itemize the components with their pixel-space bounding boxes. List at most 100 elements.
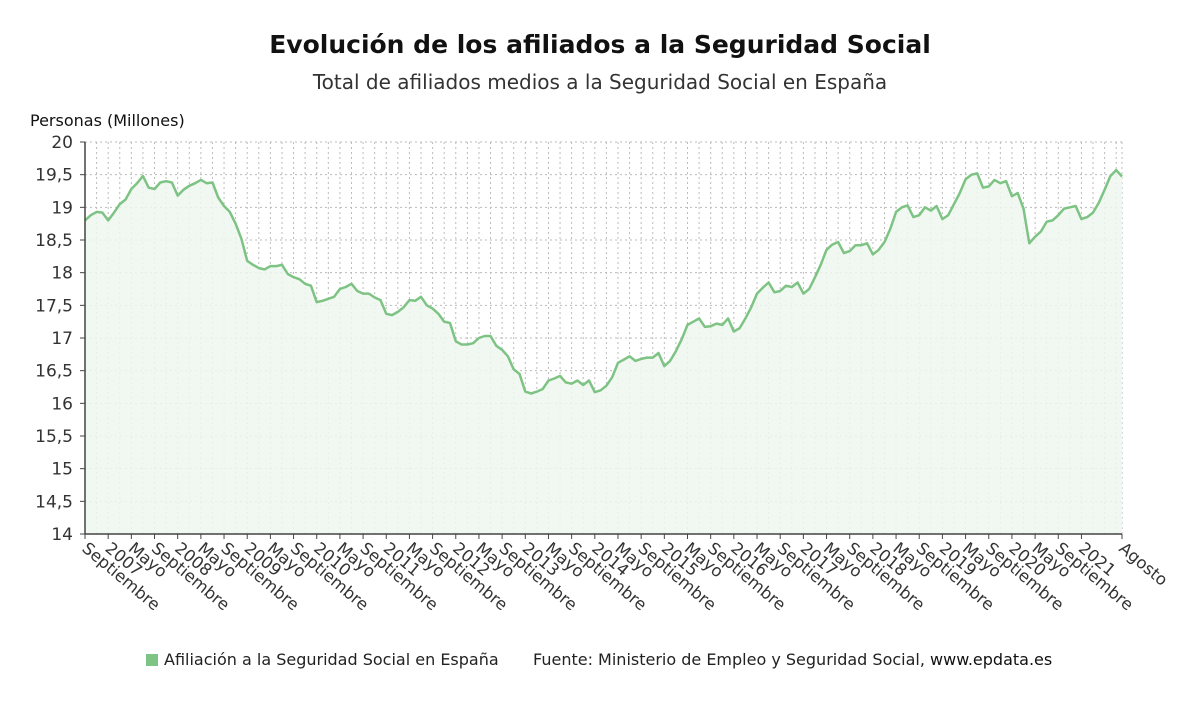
data-point: [1074, 205, 1076, 207]
data-point: [1028, 242, 1030, 244]
data-point: [912, 216, 914, 218]
data-point: [316, 301, 318, 303]
data-point: [657, 352, 659, 354]
data-point: [472, 342, 474, 344]
data-point: [437, 313, 439, 315]
data-point: [119, 203, 121, 205]
data-point: [350, 283, 352, 285]
y-tick-label: 15: [51, 460, 73, 480]
data-point: [698, 317, 700, 319]
data-point: [652, 356, 654, 358]
data-point: [762, 286, 764, 288]
data-point: [1080, 218, 1082, 220]
data-point: [796, 281, 798, 283]
data-point: [860, 244, 862, 246]
data-point: [530, 392, 532, 394]
data-point: [113, 211, 115, 213]
data-point: [976, 172, 978, 174]
data-point: [269, 265, 271, 267]
data-point: [704, 326, 706, 328]
data-point: [153, 188, 155, 190]
data-point: [1069, 206, 1071, 208]
data-point: [223, 205, 225, 207]
data-point: [889, 228, 891, 230]
data-point: [808, 288, 810, 290]
data-point: [588, 379, 590, 381]
x-tick-label: Agosto: [1115, 539, 1171, 590]
y-tick-label: 14: [51, 525, 73, 545]
data-point: [136, 182, 138, 184]
y-tick-labels: 14 14,5 15 15,5 16 16,5 17 17,5 18 18,5 19 19,5 20: [35, 133, 73, 545]
data-point: [849, 250, 851, 252]
x-tick-labels: Septiembre2007MayoSeptiembre2008MayoSept…: [78, 539, 1171, 615]
data-point: [877, 249, 879, 251]
data-point: [738, 327, 740, 329]
data-point: [1051, 219, 1053, 221]
chart-subtitle: Total de afiliados medios a la Seguridad…: [312, 70, 888, 94]
data-point: [397, 311, 399, 313]
data-point: [90, 214, 92, 216]
data-point: [379, 299, 381, 301]
data-point: [455, 340, 457, 342]
data-point: [767, 281, 769, 283]
data-point: [518, 373, 520, 375]
data-point: [431, 307, 433, 309]
data-point: [1022, 207, 1024, 209]
data-point: [408, 299, 410, 301]
data-point: [930, 209, 932, 211]
data-point: [692, 320, 694, 322]
data-point: [513, 368, 515, 370]
data-point: [605, 384, 607, 386]
y-tick-label: 20: [51, 133, 73, 153]
data-point: [356, 290, 358, 292]
data-point: [715, 322, 717, 324]
data-point: [565, 381, 567, 383]
data-point: [327, 298, 329, 300]
y-tick-label: 18: [51, 264, 73, 284]
data-point: [576, 379, 578, 381]
data-point: [982, 187, 984, 189]
data-point: [507, 355, 509, 357]
source-site: www.epdata.es: [930, 650, 1053, 669]
data-point: [489, 335, 491, 337]
data-point: [449, 322, 451, 324]
data-point: [628, 355, 630, 357]
data-point: [1057, 214, 1059, 216]
chart-title: Evolución de los afiliados a la Segurida…: [269, 30, 931, 59]
data-point: [802, 292, 804, 294]
data-point: [240, 237, 242, 239]
data-point: [159, 181, 161, 183]
data-point: [281, 264, 283, 266]
data-point: [993, 179, 995, 181]
data-point: [1086, 216, 1088, 218]
data-point: [246, 260, 248, 262]
data-point: [918, 214, 920, 216]
data-point: [258, 267, 260, 269]
data-point: [640, 358, 642, 360]
data-point: [321, 300, 323, 302]
data-point: [1115, 169, 1117, 171]
data-point: [176, 194, 178, 196]
data-point: [130, 188, 132, 190]
data-point: [779, 290, 781, 292]
y-tick-label: 16,5: [35, 362, 73, 382]
y-axis-label: Personas (Millones): [30, 111, 185, 130]
data-point: [298, 278, 300, 280]
y-tick-label: 17: [51, 329, 73, 349]
data-point: [964, 178, 966, 180]
data-point: [866, 242, 868, 244]
data-point: [344, 286, 346, 288]
data-point: [570, 383, 572, 385]
data-point: [124, 198, 126, 200]
data-point: [785, 285, 787, 287]
data-point: [547, 379, 549, 381]
data-point: [611, 376, 613, 378]
data-point: [1034, 236, 1036, 238]
data-point: [970, 173, 972, 175]
legend-label: Afiliación a la Seguridad Social en Espa…: [164, 650, 499, 669]
y-tick-label: 19: [51, 198, 73, 218]
data-point: [142, 175, 144, 177]
data-point: [901, 206, 903, 208]
data-point: [414, 300, 416, 302]
